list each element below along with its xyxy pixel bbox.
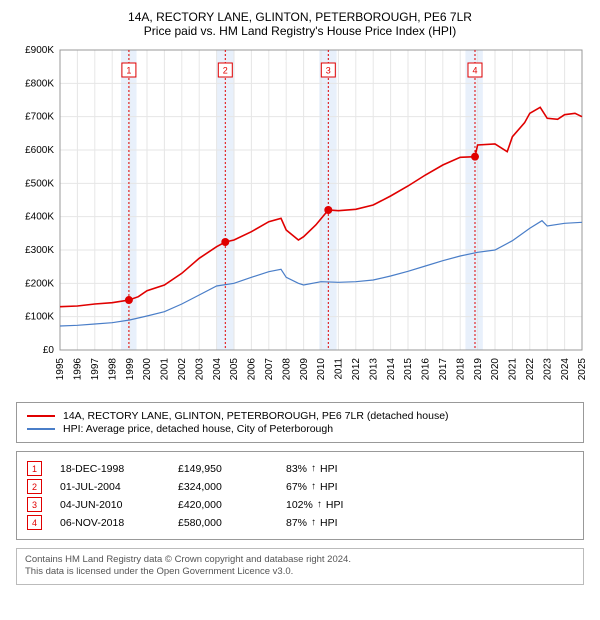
svg-text:£700K: £700K	[25, 112, 54, 123]
svg-text:1996: 1996	[73, 358, 84, 381]
svg-text:2004: 2004	[212, 358, 223, 381]
svg-text:1997: 1997	[90, 358, 101, 381]
event-pct: 67%↑HPI	[286, 481, 338, 493]
event-row: 1 18-DEC-1998 £149,950 83%↑HPI	[27, 461, 573, 476]
svg-text:2012: 2012	[351, 358, 362, 381]
title-block: 14A, RECTORY LANE, GLINTON, PETERBOROUGH…	[12, 10, 588, 38]
svg-text:1: 1	[126, 66, 131, 76]
event-date: 04-JUN-2010	[60, 499, 160, 511]
event-pct: 87%↑HPI	[286, 517, 338, 529]
event-marker: 1	[27, 461, 42, 476]
event-pct: 102%↑HPI	[286, 499, 343, 511]
svg-text:2003: 2003	[194, 358, 205, 381]
event-row: 2 01-JUL-2004 £324,000 67%↑HPI	[27, 479, 573, 494]
svg-text:1998: 1998	[107, 358, 118, 381]
svg-text:3: 3	[326, 66, 331, 76]
legend: 14A, RECTORY LANE, GLINTON, PETERBOROUGH…	[16, 402, 584, 443]
legend-label: HPI: Average price, detached house, City…	[63, 423, 333, 435]
svg-text:£500K: £500K	[25, 178, 54, 189]
event-price: £420,000	[178, 499, 268, 511]
svg-text:4: 4	[472, 66, 477, 76]
svg-text:2018: 2018	[455, 358, 466, 381]
event-marker: 2	[27, 479, 42, 494]
legend-swatch	[27, 428, 55, 430]
notice-line: Contains HM Land Registry data © Crown c…	[25, 554, 575, 566]
svg-text:2025: 2025	[577, 358, 588, 381]
svg-text:2016: 2016	[421, 358, 432, 381]
svg-text:2013: 2013	[368, 358, 379, 381]
event-price: £580,000	[178, 517, 268, 529]
svg-text:2008: 2008	[281, 358, 292, 381]
svg-text:2015: 2015	[403, 358, 414, 381]
legend-item: 14A, RECTORY LANE, GLINTON, PETERBOROUGH…	[27, 410, 573, 422]
svg-text:1995: 1995	[55, 358, 66, 381]
svg-text:2000: 2000	[142, 358, 153, 381]
svg-text:2007: 2007	[264, 358, 275, 381]
arrow-up-icon: ↑	[311, 481, 316, 492]
events-table: 1 18-DEC-1998 £149,950 83%↑HPI 2 01-JUL-2004 £…	[16, 451, 584, 540]
svg-text:2: 2	[223, 66, 228, 76]
svg-text:2002: 2002	[177, 358, 188, 381]
svg-text:£800K: £800K	[25, 78, 54, 89]
svg-text:£600K: £600K	[25, 145, 54, 156]
svg-text:£0: £0	[43, 345, 55, 356]
svg-text:2023: 2023	[542, 358, 553, 381]
svg-text:£300K: £300K	[25, 245, 54, 256]
event-date: 18-DEC-1998	[60, 463, 160, 475]
arrow-up-icon: ↑	[311, 463, 316, 474]
svg-text:2011: 2011	[334, 358, 345, 380]
svg-text:2010: 2010	[316, 358, 327, 381]
svg-text:2005: 2005	[229, 358, 240, 381]
event-marker: 4	[27, 515, 42, 530]
svg-text:2020: 2020	[490, 358, 501, 381]
svg-text:2022: 2022	[525, 358, 536, 381]
copyright-notice: Contains HM Land Registry data © Crown c…	[16, 548, 584, 585]
event-row: 4 06-NOV-2018 £580,000 87%↑HPI	[27, 515, 573, 530]
svg-text:2014: 2014	[386, 358, 397, 381]
event-price: £324,000	[178, 481, 268, 493]
event-price: £149,950	[178, 463, 268, 475]
chart-card: 14A, RECTORY LANE, GLINTON, PETERBOROUGH…	[0, 0, 600, 620]
legend-swatch	[27, 415, 55, 417]
svg-text:2021: 2021	[508, 358, 519, 381]
notice-line: This data is licensed under the Open Gov…	[25, 566, 575, 578]
event-marker: 3	[27, 497, 42, 512]
svg-text:£900K: £900K	[25, 45, 54, 56]
chart: £0 £100K £200K £300K £400K £500K £600K £700K £80…	[12, 44, 588, 394]
event-row: 3 04-JUN-2010 £420,000 102%↑HPI	[27, 497, 573, 512]
chart-svg: £0 £100K £200K £300K £400K £500K £600K £700K £80…	[12, 44, 588, 394]
svg-text:2017: 2017	[438, 358, 449, 381]
svg-text:£200K: £200K	[25, 278, 54, 289]
event-date: 06-NOV-2018	[60, 517, 160, 529]
svg-text:2001: 2001	[160, 358, 171, 381]
arrow-up-icon: ↑	[317, 499, 322, 510]
svg-text:1999: 1999	[125, 358, 136, 381]
event-pct: 83%↑HPI	[286, 463, 338, 475]
svg-text:2006: 2006	[247, 358, 258, 381]
legend-label: 14A, RECTORY LANE, GLINTON, PETERBOROUGH…	[63, 410, 449, 422]
title-subtitle: Price paid vs. HM Land Registry's House …	[12, 24, 588, 38]
svg-text:£100K: £100K	[25, 312, 54, 323]
svg-text:2019: 2019	[473, 358, 484, 381]
svg-text:2024: 2024	[560, 358, 571, 381]
legend-item: HPI: Average price, detached house, City…	[27, 423, 573, 435]
arrow-up-icon: ↑	[311, 517, 316, 528]
svg-text:2009: 2009	[299, 358, 310, 381]
event-date: 01-JUL-2004	[60, 481, 160, 493]
svg-text:£400K: £400K	[25, 212, 54, 223]
title-address: 14A, RECTORY LANE, GLINTON, PETERBOROUGH…	[12, 10, 588, 24]
